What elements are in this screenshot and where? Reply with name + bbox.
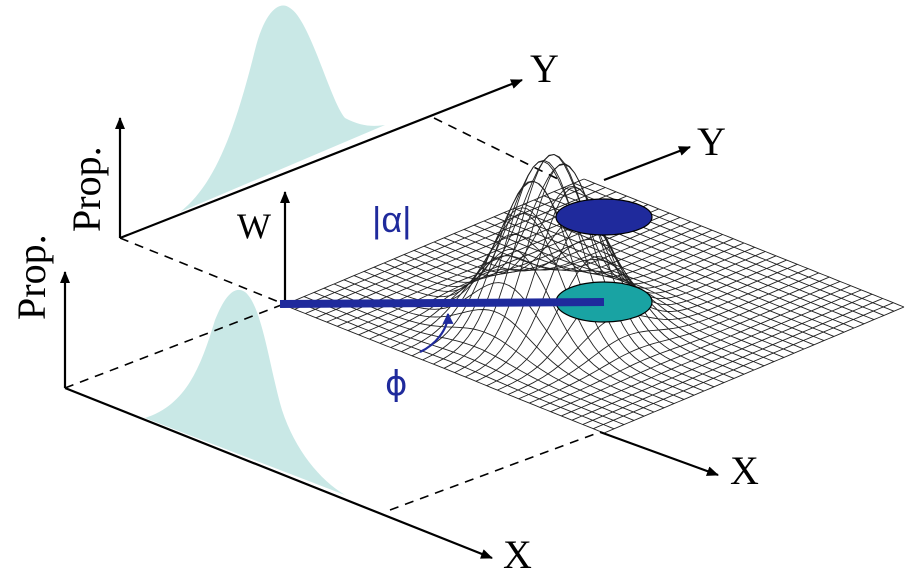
amplitude-label: |α|	[372, 199, 412, 240]
mesh-line	[413, 185, 735, 379]
mesh-line	[473, 224, 795, 354]
mesh-line	[503, 212, 825, 342]
y-axis-upper	[119, 78, 523, 240]
y-label-surface: Y	[697, 119, 726, 164]
mesh-line	[493, 216, 815, 346]
x-axis-surface	[599, 430, 719, 477]
projection-line	[389, 431, 601, 511]
mesh-line	[313, 291, 635, 421]
marginal-distribution-y	[180, 5, 385, 213]
mesh-line	[453, 233, 775, 363]
mesh-line	[483, 220, 805, 350]
phase-arrow	[419, 312, 454, 353]
mesh-line	[303, 296, 625, 426]
mesh-line	[373, 181, 695, 396]
x-axis-lower	[64, 386, 493, 560]
mesh-line	[293, 300, 615, 430]
mesh-line	[383, 159, 705, 392]
mesh-line	[463, 228, 785, 358]
cross-section-top	[555, 198, 653, 236]
projection-line	[64, 303, 285, 389]
mesh-line	[513, 207, 835, 337]
mesh-line	[323, 287, 645, 417]
w-label: W	[237, 206, 271, 246]
projection-line	[119, 237, 285, 305]
prop-label-lower: Prop.	[9, 234, 54, 320]
mesh-line	[283, 304, 605, 434]
phase-label: ϕ	[385, 364, 407, 404]
marginal-distribution-x	[145, 289, 345, 495]
x-label-surface: X	[730, 448, 759, 493]
mesh-line	[403, 163, 725, 384]
mesh-line	[363, 212, 685, 400]
y-axis-surface	[603, 145, 691, 182]
prop-label-upper: Prop.	[64, 146, 109, 232]
projection-line	[433, 117, 561, 181]
x-label-lower: X	[503, 532, 532, 574]
mesh-line	[583, 178, 905, 308]
mesh-line	[393, 154, 715, 388]
y-label-upper: Y	[530, 46, 559, 91]
amplitude-vector	[279, 298, 605, 308]
